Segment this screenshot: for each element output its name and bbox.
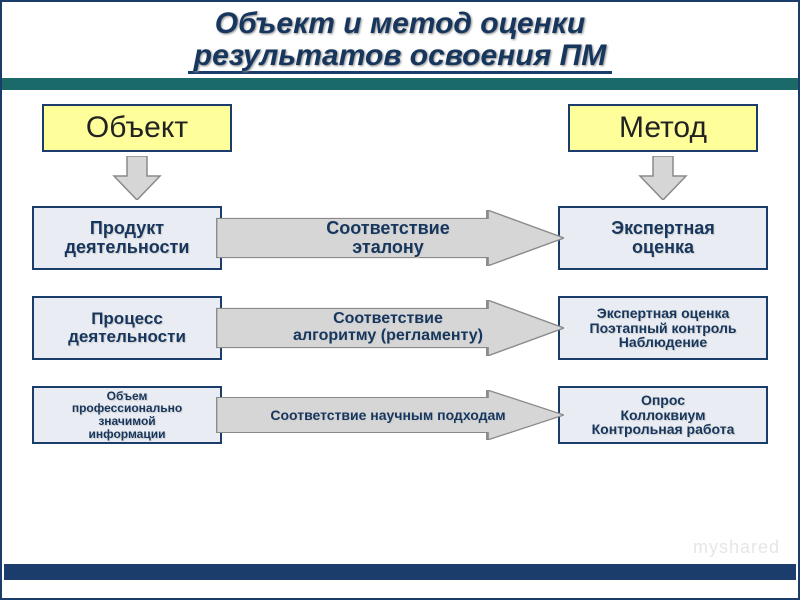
teal-divider <box>2 78 798 90</box>
bottom-bar <box>4 564 796 580</box>
row3-arrow: Соответствие научным подходам <box>222 386 558 444</box>
watermark: myshared <box>693 537 780 558</box>
row2-object: Процессдеятельности <box>32 296 222 360</box>
title-line2: результатов освоения ПМ <box>188 40 612 75</box>
row1-criterion: Соответствиеэталону <box>322 219 458 257</box>
row1-method: Экспертнаяоценка <box>558 206 768 270</box>
row-2: Процессдеятельности Соответствиеалгоритм… <box>32 296 768 360</box>
row-3: Объемпрофессиональнозначимойинформации С… <box>32 386 768 444</box>
slide: Объект и метод оценки результатов освоен… <box>0 0 800 600</box>
row1-arrow: Соответствиеэталону <box>222 206 558 270</box>
row3-object: Объемпрофессиональнозначимойинформации <box>32 386 222 444</box>
title-line1: Объект и метод оценки <box>2 8 798 40</box>
slide-title: Объект и метод оценки результатов освоен… <box>2 2 798 78</box>
column-headers: Объект Метод <box>2 104 798 200</box>
header-object: Объект <box>42 104 232 152</box>
row-1: Продуктдеятельности Соответствиеэталону … <box>32 206 768 270</box>
rows-container: Продуктдеятельности Соответствиеэталону … <box>2 206 798 444</box>
header-method: Метод <box>568 104 758 152</box>
row2-arrow: Соответствиеалгоритму (регламенту) <box>222 296 558 360</box>
row2-criterion: Соответствиеалгоритму (регламенту) <box>289 311 491 345</box>
down-arrow-icon <box>638 156 688 200</box>
row1-object: Продуктдеятельности <box>32 206 222 270</box>
row2-method: Экспертная оценкаПоэтапный контрольНаблю… <box>558 296 768 360</box>
down-arrow-icon <box>112 156 162 200</box>
row3-criterion: Соответствие научным подходам <box>266 408 513 423</box>
row3-method: ОпросКоллоквиумКонтрольная работа <box>558 386 768 444</box>
